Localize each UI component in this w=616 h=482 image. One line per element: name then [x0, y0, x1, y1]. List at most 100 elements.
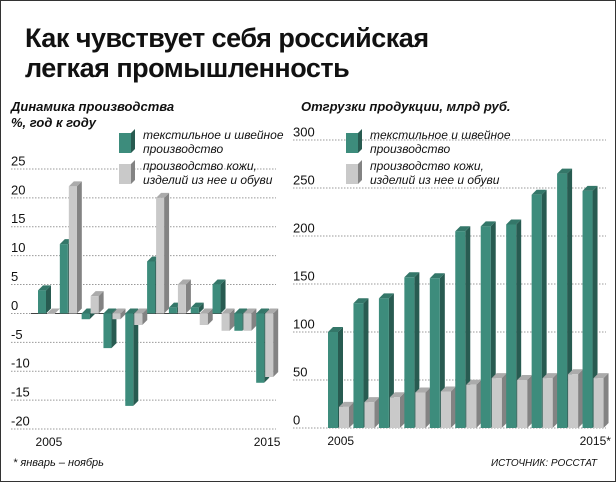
bar-side [374, 397, 380, 428]
x-tick-label: 2015 [254, 435, 281, 449]
y-tick-label: 0 [293, 412, 300, 427]
y-tick-label: 50 [293, 364, 307, 379]
bar-top [156, 192, 170, 198]
y-tick-label: 20 [11, 182, 25, 197]
bar-side [567, 168, 573, 428]
bar-top [38, 285, 51, 291]
bar-side [207, 308, 213, 325]
bar-top [199, 308, 213, 314]
bar-side [185, 279, 191, 314]
bar-side [133, 308, 139, 406]
bar-top [440, 386, 456, 392]
bar [455, 231, 466, 428]
bar-top [480, 221, 496, 227]
bar [582, 190, 593, 428]
bar [531, 194, 542, 428]
x-tick-label: 2015* [580, 434, 612, 448]
bar-side [120, 308, 126, 320]
bar-top [568, 369, 584, 375]
legend-label: текстильное и швейное производство [143, 128, 284, 156]
bar-top [339, 401, 354, 407]
y-tick-label: -20 [11, 413, 30, 428]
bar-top [364, 397, 380, 403]
bar [256, 313, 265, 383]
bar-top [47, 308, 60, 314]
bar-top [506, 219, 522, 225]
bar-side [476, 379, 482, 428]
legend-swatch [119, 164, 131, 184]
bar [90, 296, 99, 314]
legend-label: производство кожи, изделий из нее и обув… [143, 159, 273, 187]
y-tick-label: 250 [293, 172, 315, 187]
bar [568, 374, 579, 428]
bar-top [429, 273, 445, 279]
bar-top [531, 189, 547, 195]
bar-side [164, 192, 170, 314]
bar-side [592, 185, 598, 428]
bar [147, 261, 156, 314]
bar [134, 313, 143, 325]
y-tick-label: 100 [293, 316, 315, 331]
bar-top [415, 387, 431, 393]
bar [59, 244, 68, 314]
bar-side [229, 308, 235, 331]
bar-top [582, 185, 598, 191]
bar-top [593, 373, 609, 379]
bar [404, 277, 415, 428]
bar-top [517, 375, 533, 380]
bar-side [425, 387, 431, 428]
bar-side [465, 226, 471, 428]
bar [557, 173, 568, 428]
bar [243, 313, 252, 331]
bar-side [603, 373, 609, 428]
y-tick-label: 10 [11, 240, 25, 255]
bar [389, 397, 400, 428]
bar-top [68, 181, 82, 187]
bar-side [399, 392, 405, 428]
bar-side [450, 386, 456, 428]
bar-top [103, 308, 117, 314]
bar-side [251, 308, 257, 331]
y-tick-label: 150 [293, 268, 315, 283]
bar-top [265, 308, 279, 314]
bar-side [142, 308, 148, 325]
bar [339, 406, 349, 428]
y-tick-label: 0 [11, 298, 18, 313]
bar-top [466, 379, 482, 385]
y-tick-label: 200 [293, 220, 315, 235]
bar-side [363, 298, 369, 428]
bar-side [578, 369, 584, 428]
bar-top [234, 308, 248, 314]
bar [491, 378, 502, 428]
bar-side [349, 401, 354, 428]
bar-top [389, 392, 405, 398]
bar [168, 307, 177, 314]
legend-swatch [346, 133, 358, 153]
bar [378, 298, 389, 428]
legend-swatch-side [358, 160, 362, 184]
x-tick-label: 2005 [36, 435, 63, 449]
bar [440, 391, 451, 428]
bar-side [76, 181, 82, 314]
y-tick-label: -10 [11, 356, 30, 371]
footnote: * январь – ноябрь [13, 457, 104, 469]
bar-top [112, 308, 126, 314]
bar-top [125, 308, 139, 314]
bar [517, 380, 528, 428]
bar-side [541, 189, 547, 428]
bar [125, 313, 134, 406]
bar-top [542, 373, 558, 379]
bar [328, 332, 338, 428]
y-tick-label: 5 [11, 269, 18, 284]
bar [593, 378, 604, 428]
bar [415, 392, 426, 428]
bar-top [221, 308, 235, 314]
bar-side [501, 373, 507, 428]
bar [221, 313, 230, 331]
bar-side [98, 291, 104, 314]
y-tick-label: -5 [11, 327, 23, 342]
bar [199, 313, 208, 325]
source: ИСТОЧНИК: РОССТАТ [490, 458, 597, 469]
